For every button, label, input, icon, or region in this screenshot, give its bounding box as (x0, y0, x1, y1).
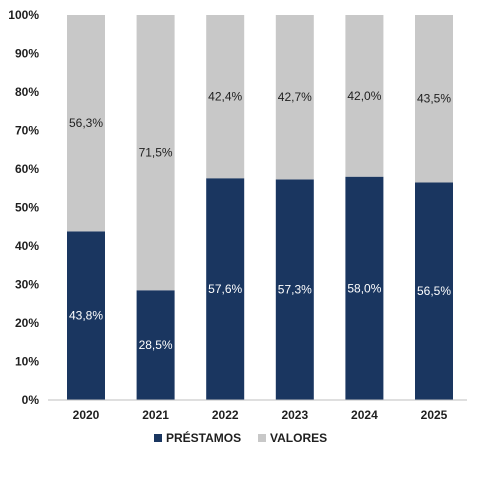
y-tick-label: 100% (8, 8, 39, 22)
bar-valores-2020 (67, 15, 105, 232)
y-tick-label: 0% (22, 393, 40, 407)
x-tick-label: 2025 (421, 408, 448, 422)
bar-prestamos-2024 (345, 176, 384, 400)
legend-label-prestamos: PRÉSTAMOS (166, 430, 241, 445)
x-tick-label: 2020 (73, 408, 100, 422)
x-tick-label: 2021 (142, 408, 169, 422)
x-axis: 2020 2021 2022 2023 2024 2025 (73, 408, 448, 422)
y-tick-label: 20% (15, 316, 39, 330)
bar-prestamos-2023 (275, 179, 314, 400)
x-tick-label: 2022 (212, 408, 239, 422)
bar-prestamos-2020 (67, 231, 105, 400)
legend-swatch-valores (258, 434, 266, 442)
bar-valores-2023 (275, 15, 314, 180)
y-tick-label: 40% (15, 239, 39, 253)
bar-data-label: 56,3% (69, 116, 103, 130)
y-tick-label: 80% (15, 85, 39, 99)
y-tick-label: 90% (15, 47, 39, 61)
bar-data-label: 57,6% (208, 282, 242, 296)
bar-data-label: 43,8% (69, 309, 103, 323)
bar-data-label: 58,0% (347, 281, 381, 295)
bars (67, 15, 453, 400)
bar-data-label: 71,5% (139, 146, 173, 160)
y-tick-label: 50% (15, 201, 39, 215)
legend-swatch-prestamos (154, 434, 162, 442)
bar-valores-2022 (206, 15, 245, 179)
y-axis: 0% 10% 20% 30% 40% 50% 60% 70% 80% 90% 100% (8, 8, 39, 407)
legend: PRÉSTAMOS VALORES (154, 430, 327, 445)
x-tick-label: 2024 (351, 408, 378, 422)
bar-data-label: 42,4% (208, 90, 242, 104)
bar-data-label: 56,5% (417, 284, 451, 298)
bar-prestamos-2022 (206, 178, 245, 400)
bar-data-label: 28,5% (139, 338, 173, 352)
bar-labels: 43,8% 56,3% 28,5% 71,5% 57,6% 42,4% 57,3% 42,7%… (69, 89, 451, 352)
bar-prestamos-2025 (415, 182, 453, 400)
bar-data-label: 57,3% (278, 283, 312, 297)
y-tick-label: 30% (15, 278, 39, 292)
bar-data-label: 42,7% (278, 90, 312, 104)
y-tick-label: 70% (15, 124, 39, 138)
bar-valores-2025 (415, 15, 453, 183)
bar-data-label: 43,5% (417, 92, 451, 106)
bar-valores-2021 (136, 15, 175, 291)
bar-valores-2024 (345, 15, 384, 177)
x-tick-label: 2023 (281, 408, 308, 422)
y-tick-label: 10% (15, 355, 39, 369)
bar-data-label: 42,0% (347, 89, 381, 103)
bar-prestamos-2021 (136, 290, 175, 400)
y-tick-label: 60% (15, 162, 39, 176)
legend-label-valores: VALORES (270, 431, 327, 445)
